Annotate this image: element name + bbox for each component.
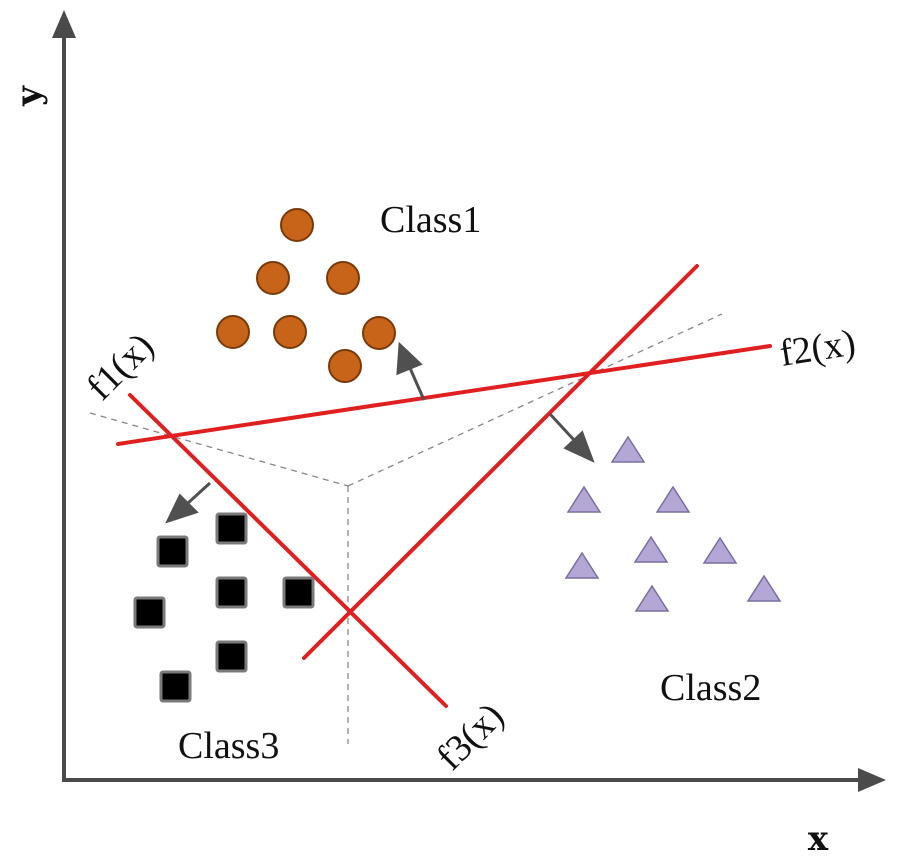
f2-label: f2(x) bbox=[777, 322, 859, 375]
f1-label: f1(x) bbox=[79, 325, 162, 408]
class1-label: Class1 bbox=[380, 199, 481, 241]
class3-point bbox=[215, 576, 248, 609]
class3-label: Class3 bbox=[178, 725, 279, 767]
decision-boundaries bbox=[116, 264, 772, 708]
class1-point bbox=[328, 349, 362, 383]
class3-point bbox=[215, 512, 248, 545]
f1-boundary-line bbox=[128, 393, 448, 708]
x-axis-label: x bbox=[808, 819, 829, 858]
class2-point bbox=[566, 485, 602, 513]
arrow-toward-class2-head bbox=[563, 430, 595, 463]
guide-lines bbox=[89, 313, 723, 744]
class1-point bbox=[216, 315, 250, 349]
class2-point bbox=[610, 435, 646, 463]
class2-points bbox=[564, 435, 782, 612]
f3-boundary-line bbox=[302, 264, 699, 660]
class2-point bbox=[702, 536, 738, 564]
class3-point bbox=[133, 596, 166, 629]
arrow-toward-class1-head bbox=[396, 341, 423, 376]
class3-point bbox=[159, 670, 192, 703]
class2-label: Class2 bbox=[660, 667, 761, 709]
class1-point bbox=[256, 261, 290, 295]
class3-point bbox=[215, 640, 248, 673]
f3-label: f3(x) bbox=[429, 695, 512, 778]
class2-point bbox=[746, 574, 782, 602]
class1-point bbox=[326, 261, 360, 295]
class3-point bbox=[156, 535, 189, 568]
class1-point bbox=[273, 315, 307, 349]
class2-point bbox=[633, 535, 669, 563]
guide-line-right bbox=[347, 313, 723, 487]
axes: y x bbox=[9, 10, 886, 858]
y-axis-label: y bbox=[9, 85, 49, 107]
class2-point bbox=[655, 485, 691, 513]
arrow-toward-class3-shaft bbox=[186, 481, 212, 505]
arrow-toward-class2-shaft bbox=[548, 412, 576, 442]
class1-point bbox=[362, 316, 396, 350]
f2-boundary-line bbox=[116, 344, 772, 446]
class2-point bbox=[634, 584, 670, 612]
guide-line-left bbox=[89, 412, 349, 487]
class1-point bbox=[280, 208, 314, 242]
direction-arrows bbox=[165, 341, 595, 524]
arrow-toward-class3-head bbox=[165, 493, 199, 524]
class3-point bbox=[282, 576, 315, 609]
y-axis-arrowhead bbox=[52, 10, 76, 38]
arrow-toward-class1-shaft bbox=[408, 367, 426, 401]
class1-points bbox=[216, 208, 396, 383]
class3-points bbox=[133, 512, 315, 703]
x-axis-arrowhead bbox=[858, 768, 886, 792]
class2-point bbox=[564, 551, 600, 579]
